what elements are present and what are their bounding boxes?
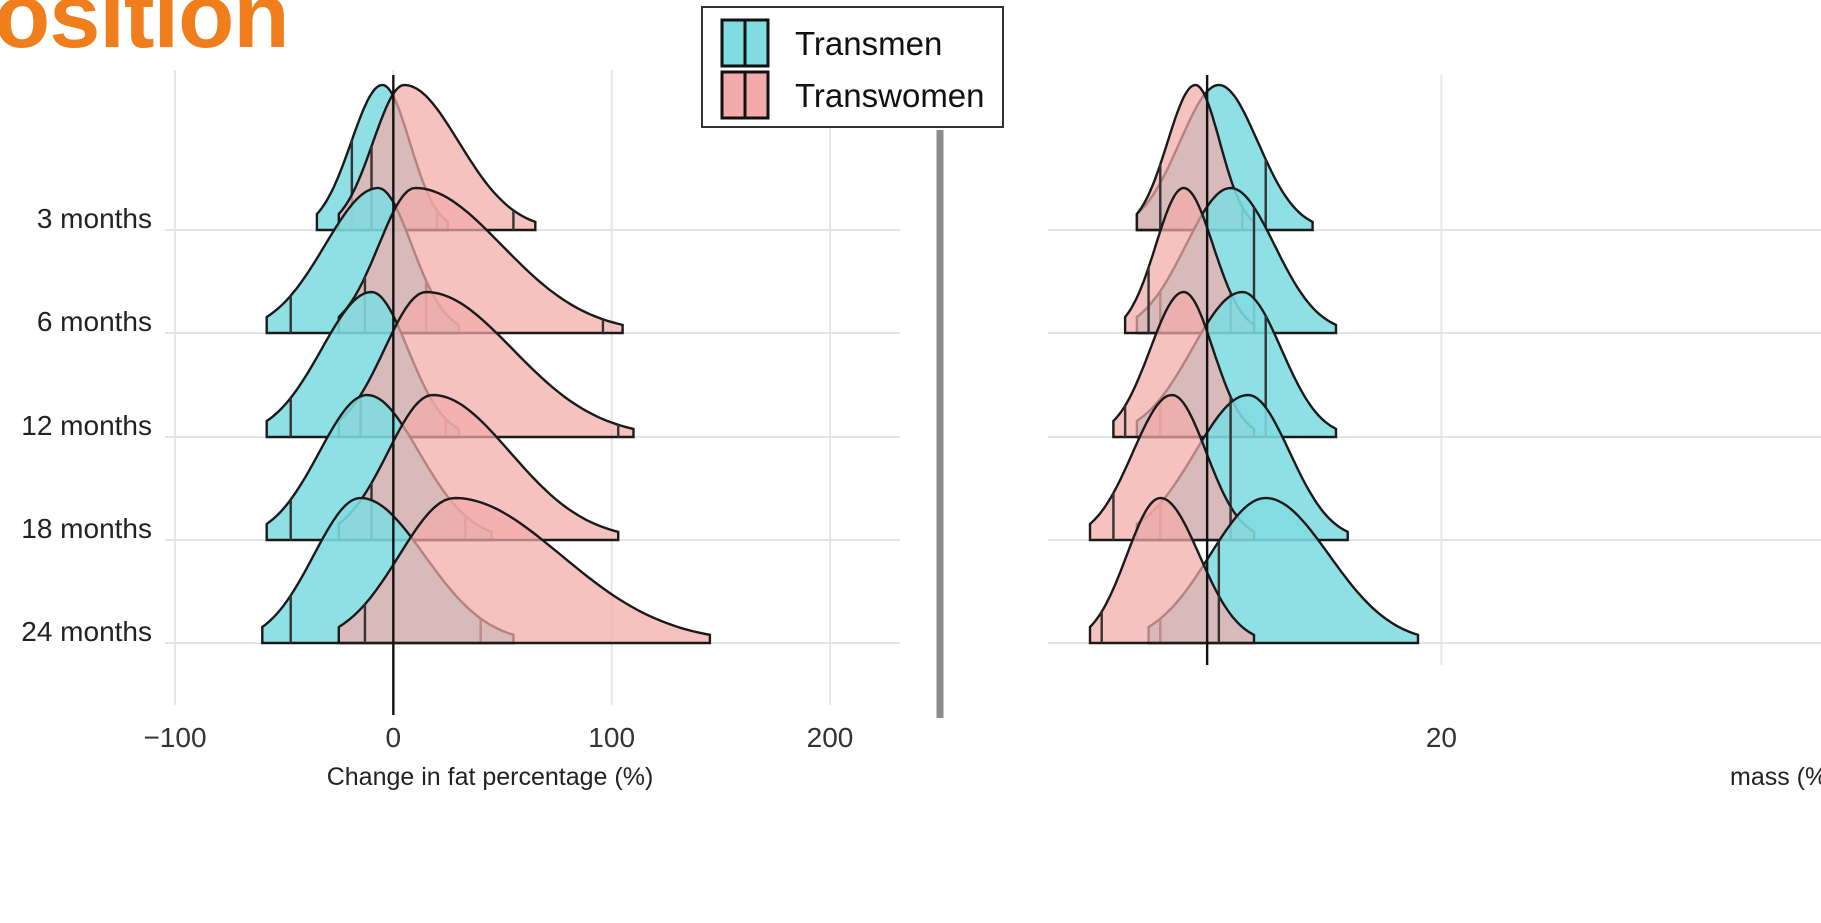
x-axis-label: mass (%) [1730, 763, 1821, 791]
density-transwomen-4 [1088, 496, 1256, 645]
x-tick-label: 20 [1426, 722, 1457, 753]
reference-lines [392, 75, 1209, 718]
legend-label-transmen: Transmen [795, 25, 942, 62]
x-axis-label: Change in fat percentage (%) [327, 763, 654, 791]
legend-label-transwomen: Transwomen [795, 77, 985, 114]
x-tick-label: 0 [386, 722, 402, 753]
page-title: osition [0, 0, 290, 67]
density-transwomen-4 [337, 496, 712, 645]
density-curves [261, 83, 1420, 645]
x-tick-label: 200 [807, 722, 854, 753]
row-label: 3 months [37, 203, 152, 234]
density-transwomen-3 [1088, 393, 1256, 542]
row-label: 12 months [21, 410, 152, 441]
density-transwomen-1 [337, 186, 624, 335]
density-transwomen-3 [337, 393, 620, 542]
row-label: 6 months [37, 306, 152, 337]
row-label: 24 months [21, 616, 152, 647]
density-transwomen-2 [337, 290, 635, 439]
legend: Transmen Transwomen [701, 6, 1004, 128]
x-tick-label: 100 [588, 722, 635, 753]
x-tick-label: −100 [143, 722, 206, 753]
row-label: 18 months [21, 513, 152, 544]
axis-labels: −100 0 100 200 Change in fat percentage (%) 3… [21, 203, 1821, 791]
